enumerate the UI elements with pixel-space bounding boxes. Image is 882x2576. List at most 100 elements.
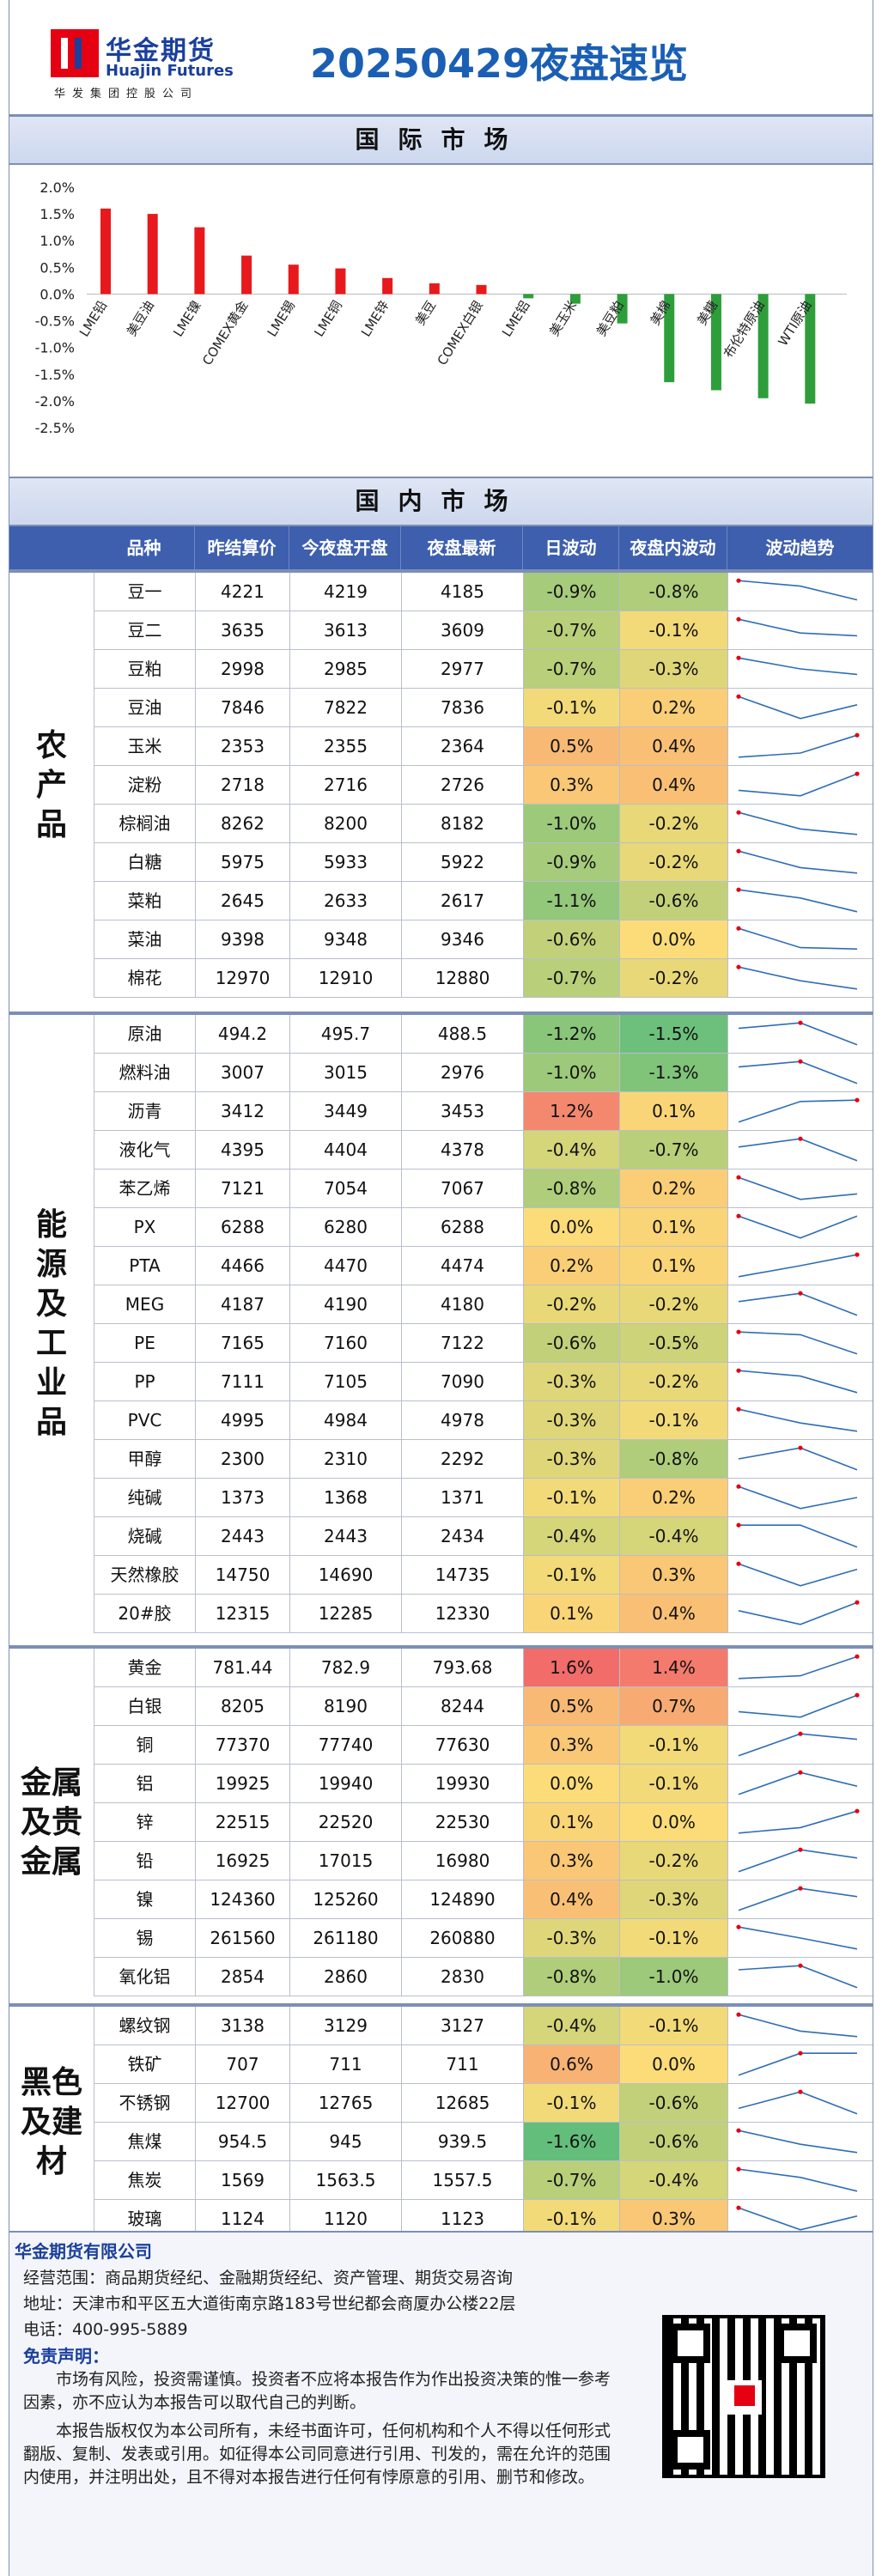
trend-line <box>738 1408 858 1432</box>
trend-high-point <box>798 1059 803 1064</box>
cell-night-change: -0.6% <box>619 2123 727 2160</box>
table-row: 螺纹钢 3138 3129 3127 -0.4% -0.1% <box>94 2007 873 2045</box>
trend-sparkline <box>738 1291 858 1316</box>
cell-name: 焦炭 <box>94 2161 195 2199</box>
logo-mark-icon <box>51 29 99 77</box>
trend-high-point <box>736 1368 741 1373</box>
y-tick-label: -0.5% <box>35 313 75 330</box>
y-tick-label: 1.0% <box>40 233 75 249</box>
cell-night-last: 12330 <box>401 1595 523 1632</box>
trend-high-point <box>736 1329 741 1334</box>
x-tick-label: LME锡 <box>265 298 299 339</box>
cell-prev-settle: 1124 <box>195 2200 289 2238</box>
table-row: 镍 124360 125260 124890 0.4% -0.3% <box>94 1880 873 1919</box>
x-tick-label: 美豆油 <box>124 298 157 339</box>
cell-night-open: 4470 <box>289 1247 401 1285</box>
trend-high-point <box>855 1692 860 1698</box>
trend-high-point <box>855 1600 860 1605</box>
cell-night-last: 6288 <box>401 1208 523 1246</box>
cell-trend <box>727 2123 873 2160</box>
trend-sparkline <box>736 2128 858 2154</box>
trend-high-point <box>855 1808 860 1814</box>
cell-night-last: 124890 <box>401 1880 523 1918</box>
table-row: PTA 4466 4470 4474 0.2% 0.1% <box>94 1247 873 1285</box>
cell-name: 棉花 <box>94 959 195 997</box>
cell-night-change: 0.0% <box>619 2045 727 2083</box>
cell-night-last: 1371 <box>401 1479 523 1516</box>
trend-line <box>738 1254 858 1278</box>
trend-line <box>738 1215 858 1239</box>
cell-night-open: 4219 <box>289 573 401 611</box>
cell-trend <box>727 2084 873 2122</box>
cell-night-last: 2617 <box>401 882 523 920</box>
cell-night-last: 793.68 <box>401 1649 523 1686</box>
trend-line <box>738 1733 858 1757</box>
cell-prev-settle: 14750 <box>195 1556 289 1594</box>
cell-day-change: 0.3% <box>523 766 619 804</box>
cell-prev-settle: 2854 <box>195 1958 289 1996</box>
cell-trend <box>727 2045 873 2083</box>
cell-night-last: 3453 <box>401 1092 523 1130</box>
cell-name: 螺纹钢 <box>94 2007 195 2044</box>
cell-night-last: 7090 <box>401 1363 523 1400</box>
trend-sparkline <box>736 848 858 874</box>
trend-sparkline <box>738 1600 860 1625</box>
cell-night-last: 260880 <box>401 1919 523 1957</box>
cell-night-open: 261180 <box>289 1919 401 1957</box>
col-night-change: 夜盘内波动 <box>619 526 727 569</box>
cell-prev-settle: 4395 <box>195 1131 289 1169</box>
cell-prev-settle: 2998 <box>195 650 289 688</box>
company-address: 地址：天津市和平区五大道街南京路183号世纪都会商厦办公楼22层 <box>23 2294 516 2313</box>
trend-high-point <box>736 887 741 892</box>
trend-high-point <box>798 1770 803 1775</box>
cell-day-change: -0.6% <box>523 1324 619 1362</box>
y-tick-label: -1.5% <box>35 367 75 383</box>
trend-sparkline <box>736 1484 858 1510</box>
table-row: 纯碱 1373 1368 1371 -0.1% 0.2% <box>94 1479 873 1517</box>
cell-prev-settle: 12700 <box>195 2084 289 2122</box>
trend-sparkline <box>738 1136 858 1162</box>
table-row: 铁矿 707 711 711 0.6% 0.0% <box>94 2045 873 2084</box>
cell-name: 天然橡胶 <box>94 1556 195 1594</box>
cell-prev-settle: 7121 <box>195 1170 289 1207</box>
cell-night-open: 19940 <box>289 1765 401 1802</box>
x-tick-label: COMEX黄金 <box>199 298 251 368</box>
cell-night-last: 9346 <box>401 920 523 958</box>
bar-LME铜 <box>335 268 346 295</box>
table-row: 豆粕 2998 2985 2977 -0.7% -0.3% <box>94 650 873 689</box>
cell-night-open: 3449 <box>289 1092 401 1130</box>
cell-day-change: -0.3% <box>523 1919 619 1957</box>
cell-day-change: -0.9% <box>523 573 619 611</box>
table-row: 沥青 3412 3449 3453 1.2% 0.1% <box>94 1092 873 1131</box>
cell-night-last: 2726 <box>401 766 523 804</box>
table-row: 烧碱 2443 2443 2434 -0.4% -0.4% <box>94 1517 873 1556</box>
logo-en-text: Huajin Futures <box>106 62 234 80</box>
y-tick-label: 0.5% <box>40 259 75 276</box>
cell-day-change: -0.8% <box>523 1170 619 1207</box>
trend-high-point <box>798 1020 803 1025</box>
trend-line <box>738 850 858 874</box>
trend-sparkline <box>738 2050 857 2076</box>
trend-sparkline <box>738 1847 858 1873</box>
trend-sparkline <box>736 694 858 720</box>
cell-trend <box>727 2007 873 2044</box>
table-row: 豆一 4221 4219 4185 -0.9% -0.8% <box>94 573 873 611</box>
trend-sparkline <box>738 1886 858 1911</box>
cell-night-open: 1120 <box>289 2200 401 2238</box>
table-row: 黄金 781.44 782.9 793.68 1.6% 1.4% <box>94 1649 873 1687</box>
trend-line <box>738 2052 857 2076</box>
report-header: 华金期货 Huajin Futures 华发集团控股公司 20250429夜盘速… <box>9 0 873 116</box>
cell-prev-settle: 7846 <box>195 689 289 726</box>
trend-line <box>738 734 858 758</box>
table-row: 淀粉 2718 2716 2726 0.3% 0.4% <box>94 766 873 805</box>
logo-subtitle: 华发集团控股公司 <box>54 88 199 100</box>
trend-line <box>738 1887 858 1911</box>
cell-day-change: 0.6% <box>523 2045 619 2083</box>
cell-day-change: -0.2% <box>523 1285 619 1323</box>
cell-day-change: 0.4% <box>523 1880 619 1918</box>
trend-line <box>738 773 858 797</box>
table-row: 20#胶 12315 12285 12330 0.1% 0.4% <box>94 1595 873 1633</box>
table-row: 菜油 9398 9348 9346 -0.6% 0.0% <box>94 920 873 959</box>
cell-prev-settle: 6288 <box>195 1208 289 1246</box>
trend-high-point <box>736 1484 741 1489</box>
